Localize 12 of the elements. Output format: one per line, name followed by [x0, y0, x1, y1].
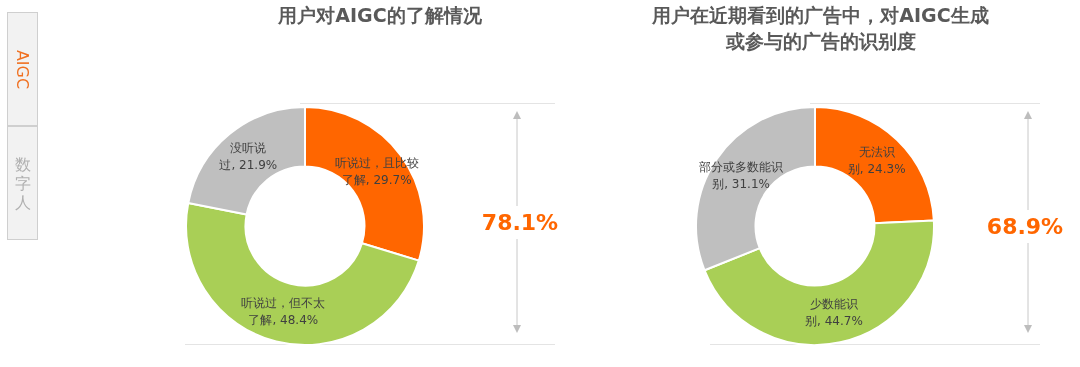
side-tab: 数字人: [7, 126, 38, 240]
slice-label: 部分或多数能识别, 31.1%: [699, 159, 784, 191]
side-tab: AIGC: [7, 12, 38, 126]
chart-title: 用户在近期看到的广告中，对AIGC生成或参与的广告的识别度: [651, 3, 990, 54]
slice-label: 听说过，但不太了解, 48.4%: [241, 296, 326, 328]
text: 78.1%: [480, 206, 560, 239]
slice-label: 无法识别, 24.3%: [847, 145, 906, 177]
slice-label: 没听说过, 21.9%: [219, 140, 278, 172]
text: 68.9%: [985, 210, 1065, 243]
slice-label: 少数能识别, 44.7%: [805, 296, 863, 328]
slice-label: 听说过，且比较了解, 29.7%: [334, 156, 419, 188]
chart-title: 用户对AIGC的了解情况: [277, 3, 483, 28]
